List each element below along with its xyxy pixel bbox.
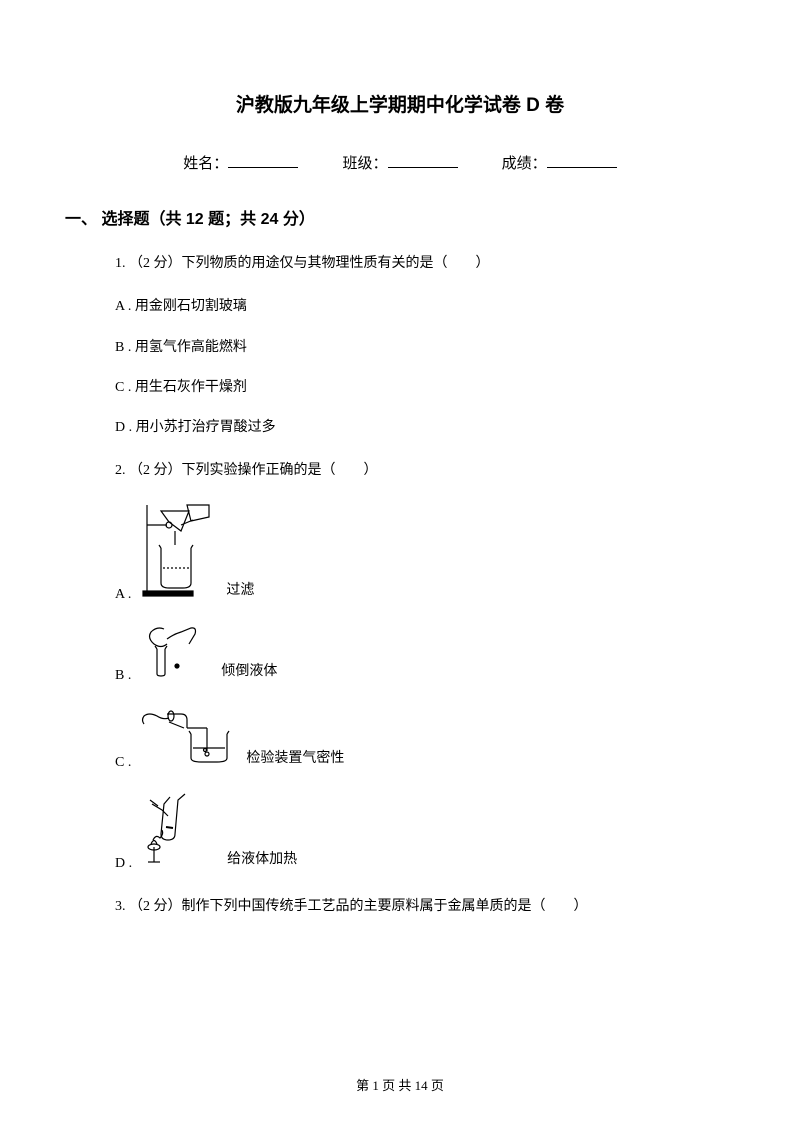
page-footer: 第 1 页 共 14 页 bbox=[0, 1075, 800, 1094]
airtightness-check-diagram-icon bbox=[139, 706, 234, 774]
q1-option-a: A . 用金刚石切割玻璃 bbox=[115, 296, 715, 318]
q2-a-letter: A . bbox=[115, 584, 131, 606]
q1-option-c: C . 用生石灰作干燥剂 bbox=[115, 377, 715, 399]
footer-mid: 页 共 bbox=[379, 1078, 415, 1093]
pouring-liquid-diagram-icon bbox=[139, 624, 209, 687]
filtration-diagram-icon bbox=[139, 503, 214, 606]
score-blank bbox=[547, 152, 617, 168]
document-title: 沪教版九年级上学期期中化学试卷 D 卷 bbox=[85, 90, 715, 117]
q2-option-a: A . 过滤 bbox=[115, 503, 715, 606]
name-blank bbox=[228, 152, 298, 168]
footer-total: 14 bbox=[415, 1078, 428, 1093]
q2-d-letter: D . bbox=[115, 853, 132, 875]
class-blank bbox=[388, 152, 458, 168]
q2-a-text: 过滤 bbox=[226, 580, 254, 606]
name-label: 姓名： bbox=[183, 155, 228, 172]
q2-b-letter: B . bbox=[115, 665, 131, 687]
q2-option-b: B . 倾倒液体 bbox=[115, 624, 715, 687]
heating-liquid-diagram-icon bbox=[140, 792, 215, 875]
q2-c-letter: C . bbox=[115, 752, 131, 774]
student-info-row: 姓名： 班级： 成绩： bbox=[85, 152, 715, 173]
class-label: 班级： bbox=[342, 155, 387, 172]
score-label: 成绩： bbox=[502, 155, 547, 172]
footer-suffix: 页 bbox=[428, 1078, 444, 1093]
q2-c-text: 检验装置气密性 bbox=[246, 748, 344, 774]
q1-option-d: D . 用小苏打治疗胃酸过多 bbox=[115, 417, 715, 439]
q2-d-text: 给液体加热 bbox=[227, 849, 297, 875]
question-1-stem: 1. （2 分）下列物质的用途仅与其物理性质有关的是（ ） bbox=[115, 251, 715, 276]
q2-b-text: 倾倒液体 bbox=[221, 661, 277, 687]
question-2-stem: 2. （2 分）下列实验操作正确的是（ ） bbox=[115, 458, 715, 483]
footer-prefix: 第 bbox=[356, 1078, 372, 1093]
q2-option-c: C . 检验装置气密性 bbox=[115, 706, 715, 774]
question-3-stem: 3. （2 分）制作下列中国传统手工艺品的主要原料属于金属单质的是（ ） bbox=[115, 894, 715, 919]
q1-option-b: B . 用氢气作高能燃料 bbox=[115, 337, 715, 359]
q2-option-d: D . 给液体加热 bbox=[115, 792, 715, 875]
section-header: 一、 选择题（共 12 题；共 24 分） bbox=[65, 205, 715, 229]
